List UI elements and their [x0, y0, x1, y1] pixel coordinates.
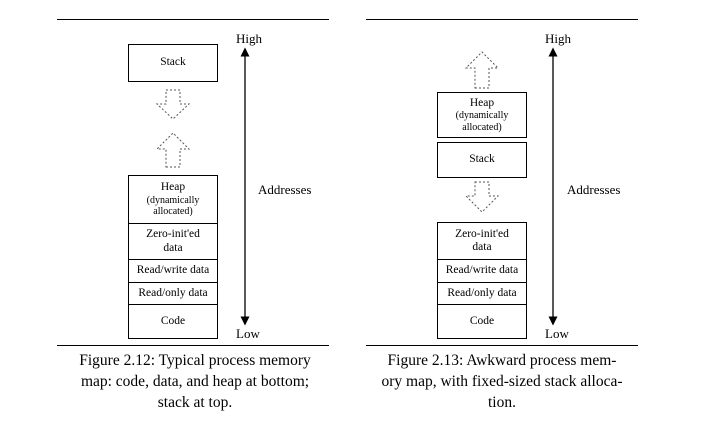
low-label-left: Low: [236, 326, 260, 341]
addresses-label-right: Addresses: [567, 182, 621, 197]
stack-box-left: Stack: [128, 44, 218, 82]
caption-right-line3: tion.: [488, 394, 516, 411]
zero-line2-left: data: [163, 241, 183, 254]
rw-label-left: Read/write data: [136, 264, 210, 277]
ro-label-right: Read/only data: [447, 286, 517, 299]
code-box-right: Code: [437, 304, 527, 339]
caption-left-line2: map: code, data, and heap at bottom;: [80, 373, 310, 390]
stack-label-left: Stack: [160, 56, 186, 69]
high-label-left: High: [236, 31, 262, 46]
heap-box-left: Heap (dynamically allocated): [128, 175, 218, 223]
top-rule-left: [57, 19, 329, 20]
caption-right-line2: ory map, with fixed-sized stack alloca-: [381, 373, 623, 390]
heap-sub1-left: (dynamically: [146, 194, 200, 206]
bottom-rule-left: [57, 345, 329, 346]
zero-init-box-right: Zero-init'ed data: [437, 222, 527, 259]
heap-sub2-right: allocated): [462, 121, 502, 133]
zero-line1-right: Zero-init'ed: [455, 227, 509, 240]
code-box-left: Code: [128, 304, 218, 339]
stack-label-right: Stack: [469, 153, 495, 166]
heap-sub1-right: (dynamically: [455, 110, 509, 122]
heap-title-right: Heap: [469, 96, 495, 109]
stack-growth-down-arrow-right: [464, 181, 500, 213]
rw-label-right: Read/write data: [445, 264, 519, 277]
caption-left: Figure 2.12: Typical process memory map:…: [55, 350, 335, 413]
caption-left-line3: stack at top.: [157, 394, 233, 411]
low-label-right: Low: [545, 326, 569, 341]
ro-data-box-left: Read/only data: [128, 282, 218, 304]
caption-right: Figure 2.13: Awkward process mem- ory ma…: [360, 350, 644, 413]
heap-growth-up-arrow-right: [464, 51, 500, 89]
bottom-rule-right: [366, 345, 638, 346]
heap-sub2-left: allocated): [153, 206, 193, 218]
caption-right-line1: Figure 2.13: Awkward process mem-: [387, 352, 617, 369]
stack-growth-down-arrow-left: [155, 89, 191, 120]
zero-line1-left: Zero-init'ed: [146, 228, 200, 241]
heap-growth-up-arrow-left: [155, 132, 191, 168]
code-label-left: Code: [160, 314, 186, 327]
ro-data-box-right: Read/only data: [437, 282, 527, 304]
top-rule-right: [366, 19, 638, 20]
rw-data-box-right: Read/write data: [437, 259, 527, 282]
heap-box-right: Heap (dynamically allocated): [437, 92, 527, 138]
addresses-label-left: Addresses: [258, 182, 312, 197]
heap-title-left: Heap: [160, 181, 186, 194]
caption-left-line1: Figure 2.12: Typical process memory: [79, 352, 311, 369]
rw-data-box-left: Read/write data: [128, 259, 218, 282]
high-label-right: High: [545, 31, 571, 46]
zero-init-box-left: Zero-init'ed data: [128, 223, 218, 259]
stack-box-right: Stack: [437, 142, 527, 178]
code-label-right: Code: [469, 314, 495, 327]
zero-line2-right: data: [472, 241, 492, 253]
ro-label-left: Read/only data: [138, 286, 208, 299]
